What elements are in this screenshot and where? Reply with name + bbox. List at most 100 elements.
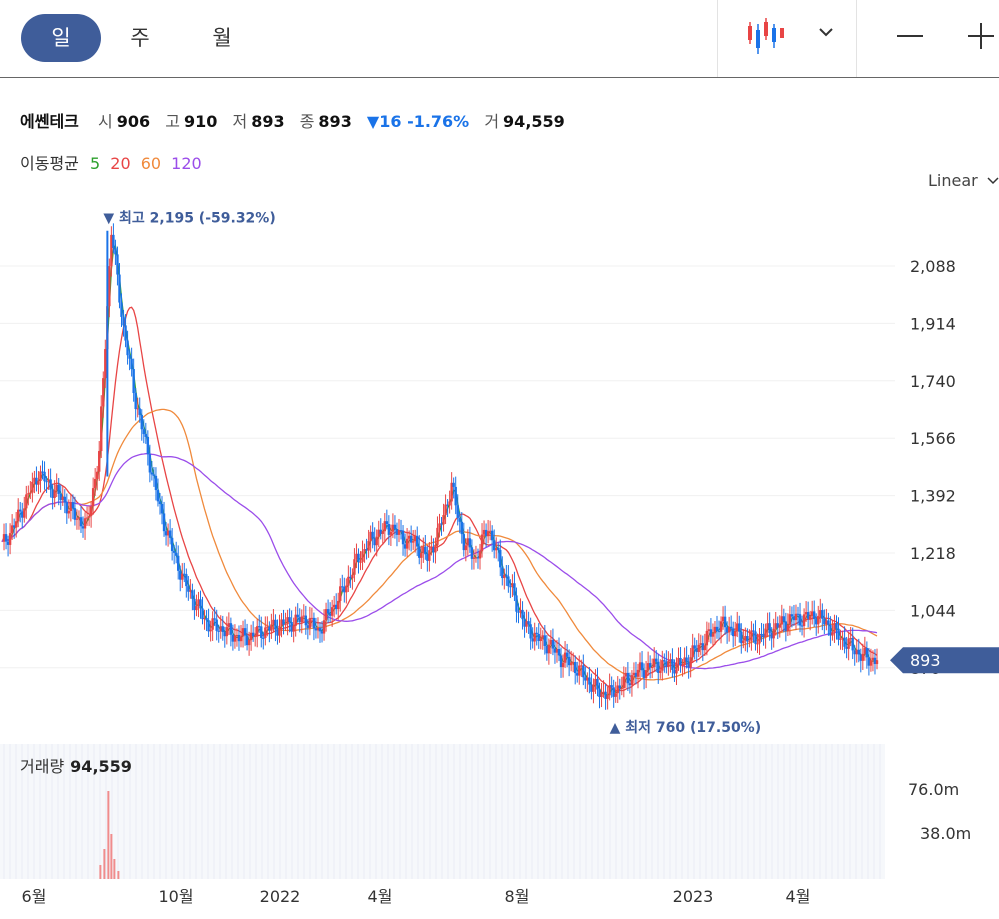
minus-icon: [897, 35, 923, 37]
candle-body: [413, 536, 417, 542]
ma-60[interactable]: 60: [140, 154, 162, 173]
zoom-out-button[interactable]: [890, 0, 930, 77]
tab-monthly[interactable]: 월: [212, 26, 232, 50]
candle-body: [393, 524, 397, 530]
candle-body: [104, 349, 107, 379]
candle-body: [547, 644, 551, 654]
candle-body: [19, 509, 22, 512]
candlestick-icon: [748, 18, 784, 54]
candle-body: [205, 618, 208, 621]
candle-body: [217, 630, 220, 632]
candle-body: [351, 574, 354, 579]
candle-body: [474, 557, 478, 559]
candle-body: [395, 529, 399, 535]
close-value: 893: [318, 112, 352, 131]
candle-body: [33, 477, 36, 482]
candle-body: [827, 620, 830, 625]
candle-body: [177, 555, 180, 571]
candle-body: [468, 538, 472, 548]
candle-body: [75, 518, 79, 520]
volume-value: 94,559: [503, 112, 565, 131]
candle-body: [264, 627, 267, 639]
candle-body: [476, 557, 480, 559]
low-annotation: ▲ 최저 760 (17.50%): [610, 720, 761, 736]
candle-body: [740, 631, 743, 644]
candle-body: [798, 614, 802, 626]
candle-body: [535, 632, 538, 634]
x-tick-label: 4월: [786, 887, 811, 906]
candle-body: [280, 619, 283, 626]
candle-body: [525, 621, 528, 627]
candle-body: [353, 559, 356, 575]
candle-body: [567, 656, 571, 666]
candle-body: [134, 393, 137, 410]
tab-weekly[interactable]: 주: [130, 26, 150, 50]
candle-body: [436, 527, 439, 545]
candle-body: [533, 632, 536, 642]
chart-type-button[interactable]: [740, 0, 790, 77]
scale-mode-dropdown[interactable]: Linear: [928, 170, 999, 190]
candle-body: [316, 628, 320, 631]
candle-body: [444, 504, 447, 516]
candle-body: [162, 513, 166, 532]
candle-body: [679, 657, 682, 666]
ma-120[interactable]: 120: [171, 154, 202, 173]
candle-body: [657, 661, 660, 673]
toolbar: 일 주 월: [0, 0, 999, 78]
candle-body: [49, 479, 52, 490]
low-value: 893: [251, 112, 285, 131]
open-value: 906: [116, 112, 151, 131]
candle-body: [160, 503, 164, 514]
candle-body: [539, 638, 542, 642]
open-label: 시: [97, 112, 113, 131]
candle-body: [4, 534, 8, 542]
candle-body: [796, 613, 800, 615]
candle-body: [669, 659, 672, 662]
candle-body: [543, 635, 547, 646]
candle-body: [610, 685, 613, 688]
candle-body: [418, 546, 421, 558]
candle-body: [626, 672, 630, 684]
candle-body: [174, 552, 178, 556]
candle-body: [857, 649, 860, 655]
tab-daily[interactable]: 일: [21, 14, 101, 62]
candle-body: [416, 536, 419, 547]
candle-body: [100, 406, 103, 452]
candle-body: [598, 689, 601, 698]
chart-type-dropdown[interactable]: [808, 0, 844, 77]
candle-body: [853, 650, 856, 655]
candle-body: [179, 570, 182, 580]
candle-body: [817, 615, 820, 625]
candle-body: [553, 648, 557, 653]
plus-icon: [968, 23, 994, 49]
candle-body: [794, 613, 798, 621]
candle-body: [57, 484, 60, 494]
zoom-in-button[interactable]: [960, 0, 999, 77]
candle-body: [183, 573, 186, 575]
volume-tick-38m: 38.0m: [920, 824, 971, 843]
candle-body: [675, 662, 678, 674]
candle-body: [612, 687, 615, 697]
stock-info: 에쎈테크 시 906 고 910 저 893 종 893 ▼16 -1.76% 거 94,…: [20, 108, 575, 132]
candle-body: [35, 477, 38, 485]
candle-body: [45, 481, 48, 483]
candle-body: [256, 626, 259, 637]
candle-body: [128, 355, 131, 359]
ma-20[interactable]: 20: [110, 154, 131, 173]
candle-body: [339, 586, 342, 601]
candle-body: [201, 608, 204, 620]
candle-body: [845, 646, 848, 649]
candle-body: [871, 657, 875, 661]
ma-5[interactable]: 5: [89, 154, 101, 173]
candle-body: [571, 661, 575, 663]
candle-body: [559, 655, 563, 668]
candle-body: [772, 628, 775, 639]
volume-bar: [110, 834, 113, 879]
candle-body: [823, 618, 826, 625]
candle-body: [67, 510, 71, 514]
candle-body: [290, 621, 293, 632]
candle-body: [691, 645, 694, 658]
candle-body: [517, 611, 520, 613]
candle-body: [701, 643, 705, 651]
